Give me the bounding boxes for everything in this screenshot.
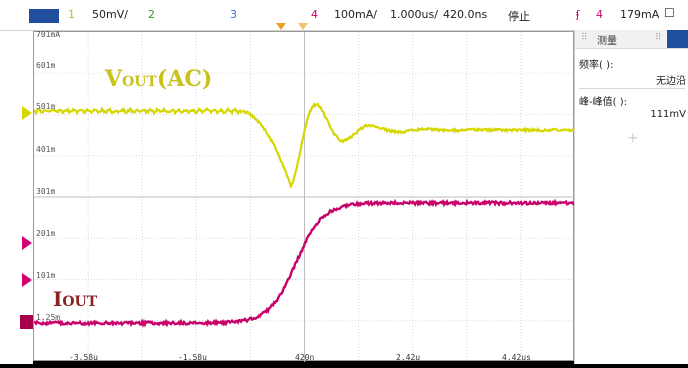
v-label-0: 701mA bbox=[36, 30, 60, 39]
channel-offset-strip bbox=[0, 31, 33, 364]
delay-marker[interactable] bbox=[298, 23, 308, 30]
tab-active[interactable] bbox=[667, 30, 688, 48]
drag-handle-icon-2[interactable]: ⠿ bbox=[655, 33, 662, 43]
ch4-trigger-marker[interactable] bbox=[22, 273, 32, 287]
freq-value: 无边沿 bbox=[656, 72, 686, 87]
drag-handle-icon[interactable]: ⠿ bbox=[581, 33, 588, 43]
ch1-offset-marker[interactable] bbox=[22, 106, 32, 120]
window-icon[interactable]: ☐ bbox=[664, 6, 675, 20]
panel-header: ⠿ 测量 ⠿ bbox=[575, 30, 688, 49]
v-label-4: 301m bbox=[36, 187, 55, 196]
divider bbox=[579, 88, 685, 89]
status-bar: 1 50mV/ 2 3 4 100mA/ 1.000us/ 420.0ns 停止… bbox=[0, 0, 688, 31]
v-label-6: 101m bbox=[36, 271, 55, 280]
v-label-2: 501m bbox=[36, 102, 55, 111]
trigger-icon: ʄ bbox=[576, 8, 580, 21]
add-measurement-button[interactable]: + bbox=[627, 130, 639, 146]
iout-label: IOUT bbox=[53, 287, 97, 311]
offset-markers bbox=[0, 31, 33, 364]
v-label-1: 601m bbox=[36, 61, 55, 70]
measurement-panel: ⠿ 测量 ⠿ 频率( ): 无边沿 峰-峰值( ): 111mV + bbox=[574, 30, 688, 364]
v-label-7: 1.25m bbox=[36, 313, 60, 322]
freq-label: 频率( ): bbox=[579, 56, 613, 71]
p2p-value: 111mV bbox=[650, 109, 686, 120]
t-label-3: 2.42u bbox=[396, 353, 420, 362]
trigger-markers bbox=[0, 0, 574, 30]
tab-measure[interactable]: 测量 bbox=[597, 32, 617, 47]
ch4-offset-marker[interactable] bbox=[22, 236, 32, 250]
t-label-2: 420n bbox=[295, 353, 314, 362]
t-label-0: -3.58u bbox=[69, 353, 98, 362]
trigger-level[interactable]: 179mA bbox=[620, 8, 659, 21]
p2p-label: 峰-峰值( ): bbox=[579, 93, 627, 108]
vout-ac-label: VOUT(AC) bbox=[105, 66, 212, 92]
v-label-3: 401m bbox=[36, 145, 55, 154]
t-label-4: 4.42us bbox=[502, 353, 531, 362]
ch4-ground-marker[interactable] bbox=[20, 315, 33, 329]
trigger-position-marker[interactable] bbox=[276, 23, 286, 30]
v-label-5: 201m bbox=[36, 229, 55, 238]
t-label-1: -1.58u bbox=[178, 353, 207, 362]
trigger-source[interactable]: 4 bbox=[596, 8, 603, 21]
